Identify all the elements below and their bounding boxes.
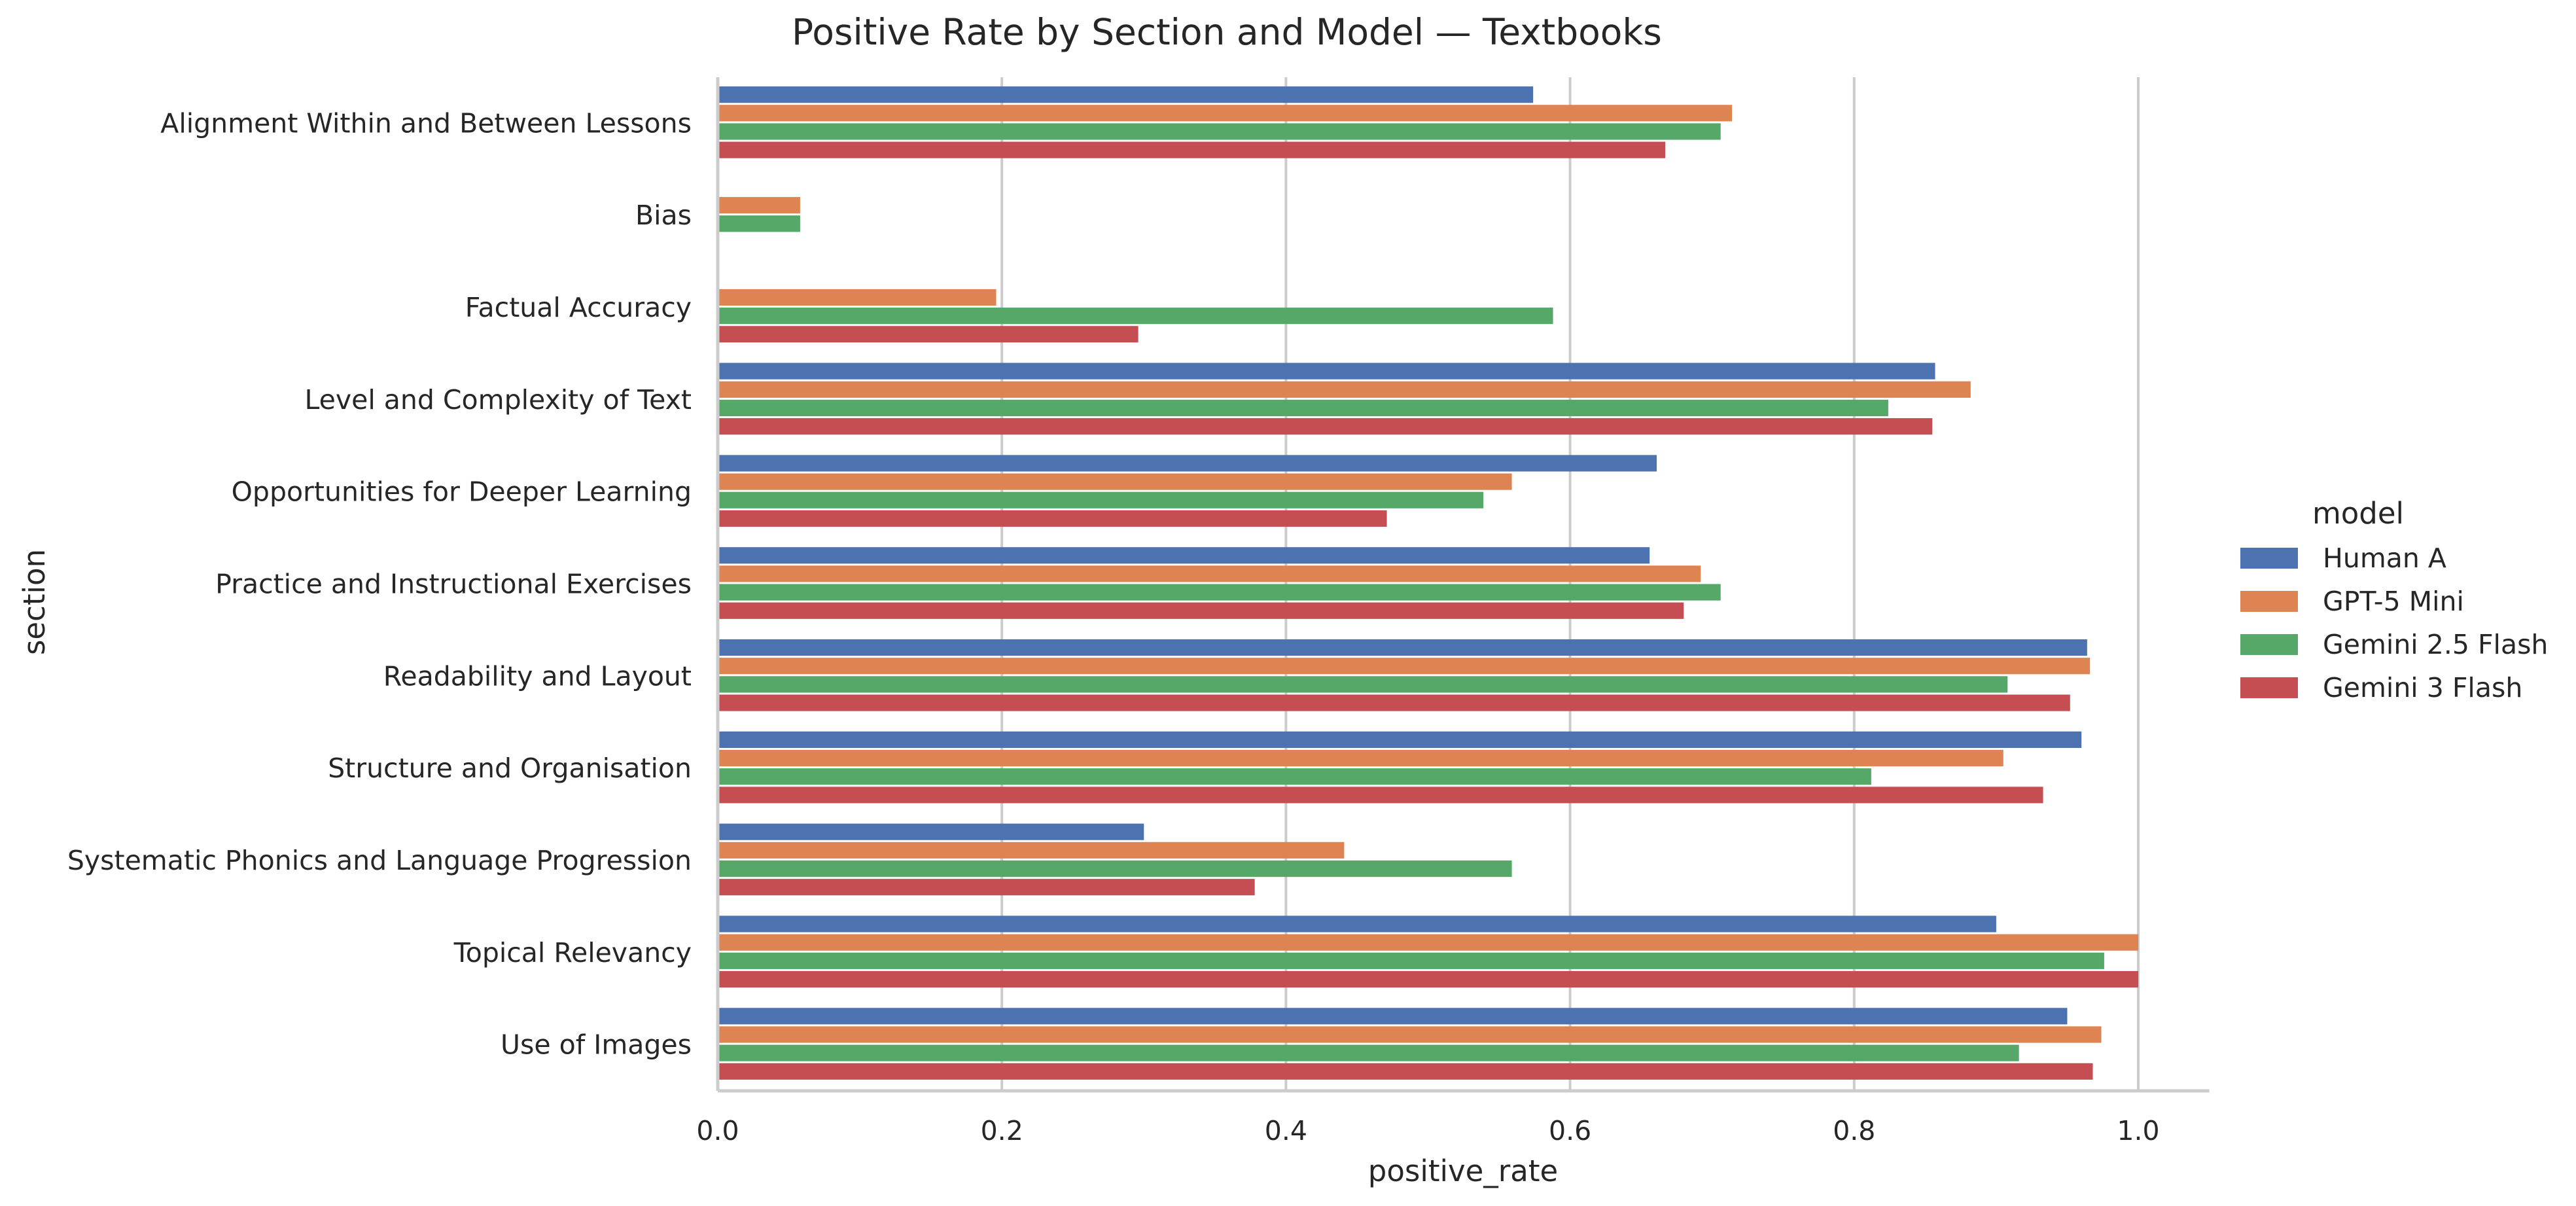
bar-0-1 <box>718 105 1733 122</box>
y-tick-label-1: Bias <box>635 200 692 231</box>
axes <box>716 77 2210 1093</box>
x-tick-labels: 0.0 0.2 0.4 0.6 0.8 1.0 <box>696 1115 2159 1146</box>
y-tick-labels: Alignment Within and Between Lessons Bias… <box>67 107 692 1060</box>
legend-items: Human A GPT-5 Mini Gemini 2.5 Flash Gemini … <box>2240 542 2548 703</box>
bar-10-3 <box>718 1063 2093 1080</box>
y-tick-label-0: Alignment Within and Between Lessons <box>160 107 692 139</box>
y-tick-label-2: Factual Accuracy <box>465 292 692 323</box>
legend-label-1: GPT-5 Mini <box>2323 586 2464 617</box>
bar-0-0 <box>718 86 1534 103</box>
bar-10-0 <box>718 1008 2068 1025</box>
bar-5-3 <box>718 602 1684 619</box>
bar-1-1 <box>718 197 800 214</box>
bar-5-0 <box>718 547 1650 564</box>
bar-8-2 <box>718 860 1512 878</box>
y-tick-label-6: Readability and Layout <box>383 660 692 692</box>
legend-swatch-3 <box>2240 677 2298 698</box>
bar-0-3 <box>718 141 1666 158</box>
bar-4-2 <box>718 491 1484 508</box>
bar-2-1 <box>718 289 997 306</box>
bar-6-1 <box>718 658 2091 675</box>
y-tick-label-5: Practice and Instructional Exercises <box>215 569 692 600</box>
bar-10-2 <box>718 1044 2019 1061</box>
x-tick-label-0: 0.0 <box>696 1115 739 1146</box>
bar-3-2 <box>718 399 1888 417</box>
bar-4-3 <box>718 510 1387 527</box>
bar-5-2 <box>718 584 1721 601</box>
y-tick-label-4: Opportunities for Deeper Learning <box>232 476 692 508</box>
bars <box>718 86 2138 1080</box>
legend-label-3: Gemini 3 Flash <box>2323 672 2522 703</box>
y-tick-label-10: Use of Images <box>501 1029 692 1061</box>
bar-4-0 <box>718 455 1657 472</box>
bar-0-2 <box>718 123 1721 140</box>
x-tick-label-2: 0.4 <box>1265 1115 1307 1146</box>
bar-2-2 <box>718 308 1553 325</box>
bar-3-3 <box>718 418 1933 435</box>
y-tick-label-7: Structure and Organisation <box>328 753 692 784</box>
bar-8-3 <box>718 879 1255 896</box>
bar-6-0 <box>718 639 2087 656</box>
y-tick-label-9: Topical Relevancy <box>453 937 692 968</box>
x-tick-label-4: 0.8 <box>1833 1115 1875 1146</box>
x-tick-label-1: 0.2 <box>981 1115 1023 1146</box>
x-tick-label-3: 0.6 <box>1549 1115 1591 1146</box>
bar-2-3 <box>718 326 1138 343</box>
y-axis-title: section <box>17 549 52 655</box>
bar-9-1 <box>718 934 2138 951</box>
bar-7-1 <box>718 749 2003 767</box>
bar-6-2 <box>718 676 2008 693</box>
bar-9-0 <box>718 915 1996 932</box>
legend-swatch-0 <box>2240 548 2298 569</box>
legend: model Human A GPT-5 Mini Gemini 2.5 Flash G… <box>2240 496 2548 703</box>
bar-6-3 <box>718 694 2070 711</box>
bar-1-2 <box>718 215 800 232</box>
x-axis-title: positive_rate <box>1368 1154 1558 1188</box>
bar-7-3 <box>718 787 2043 804</box>
legend-swatch-2 <box>2240 634 2298 655</box>
bar-8-0 <box>718 823 1144 840</box>
bar-9-2 <box>718 952 2104 969</box>
bar-5-1 <box>718 565 1701 582</box>
bar-10-1 <box>718 1026 2102 1043</box>
legend-title: model <box>2312 496 2404 531</box>
y-tick-label-8: Systematic Phonics and Language Progress… <box>67 845 692 876</box>
legend-swatch-1 <box>2240 591 2298 612</box>
bar-3-0 <box>718 363 1935 380</box>
bar-3-1 <box>718 381 1971 398</box>
bar-9-3 <box>718 970 2138 988</box>
y-tick-label-3: Level and Complexity of Text <box>305 384 692 416</box>
bar-8-1 <box>718 842 1345 859</box>
bar-7-2 <box>718 768 1871 785</box>
legend-label-2: Gemini 2.5 Flash <box>2323 629 2548 660</box>
x-tick-label-5: 1.0 <box>2117 1115 2159 1146</box>
bar-7-0 <box>718 731 2082 748</box>
bar-4-1 <box>718 473 1512 490</box>
chart-title: Positive Rate by Section and Model — Tex… <box>792 11 1662 53</box>
legend-label-0: Human A <box>2323 542 2446 574</box>
